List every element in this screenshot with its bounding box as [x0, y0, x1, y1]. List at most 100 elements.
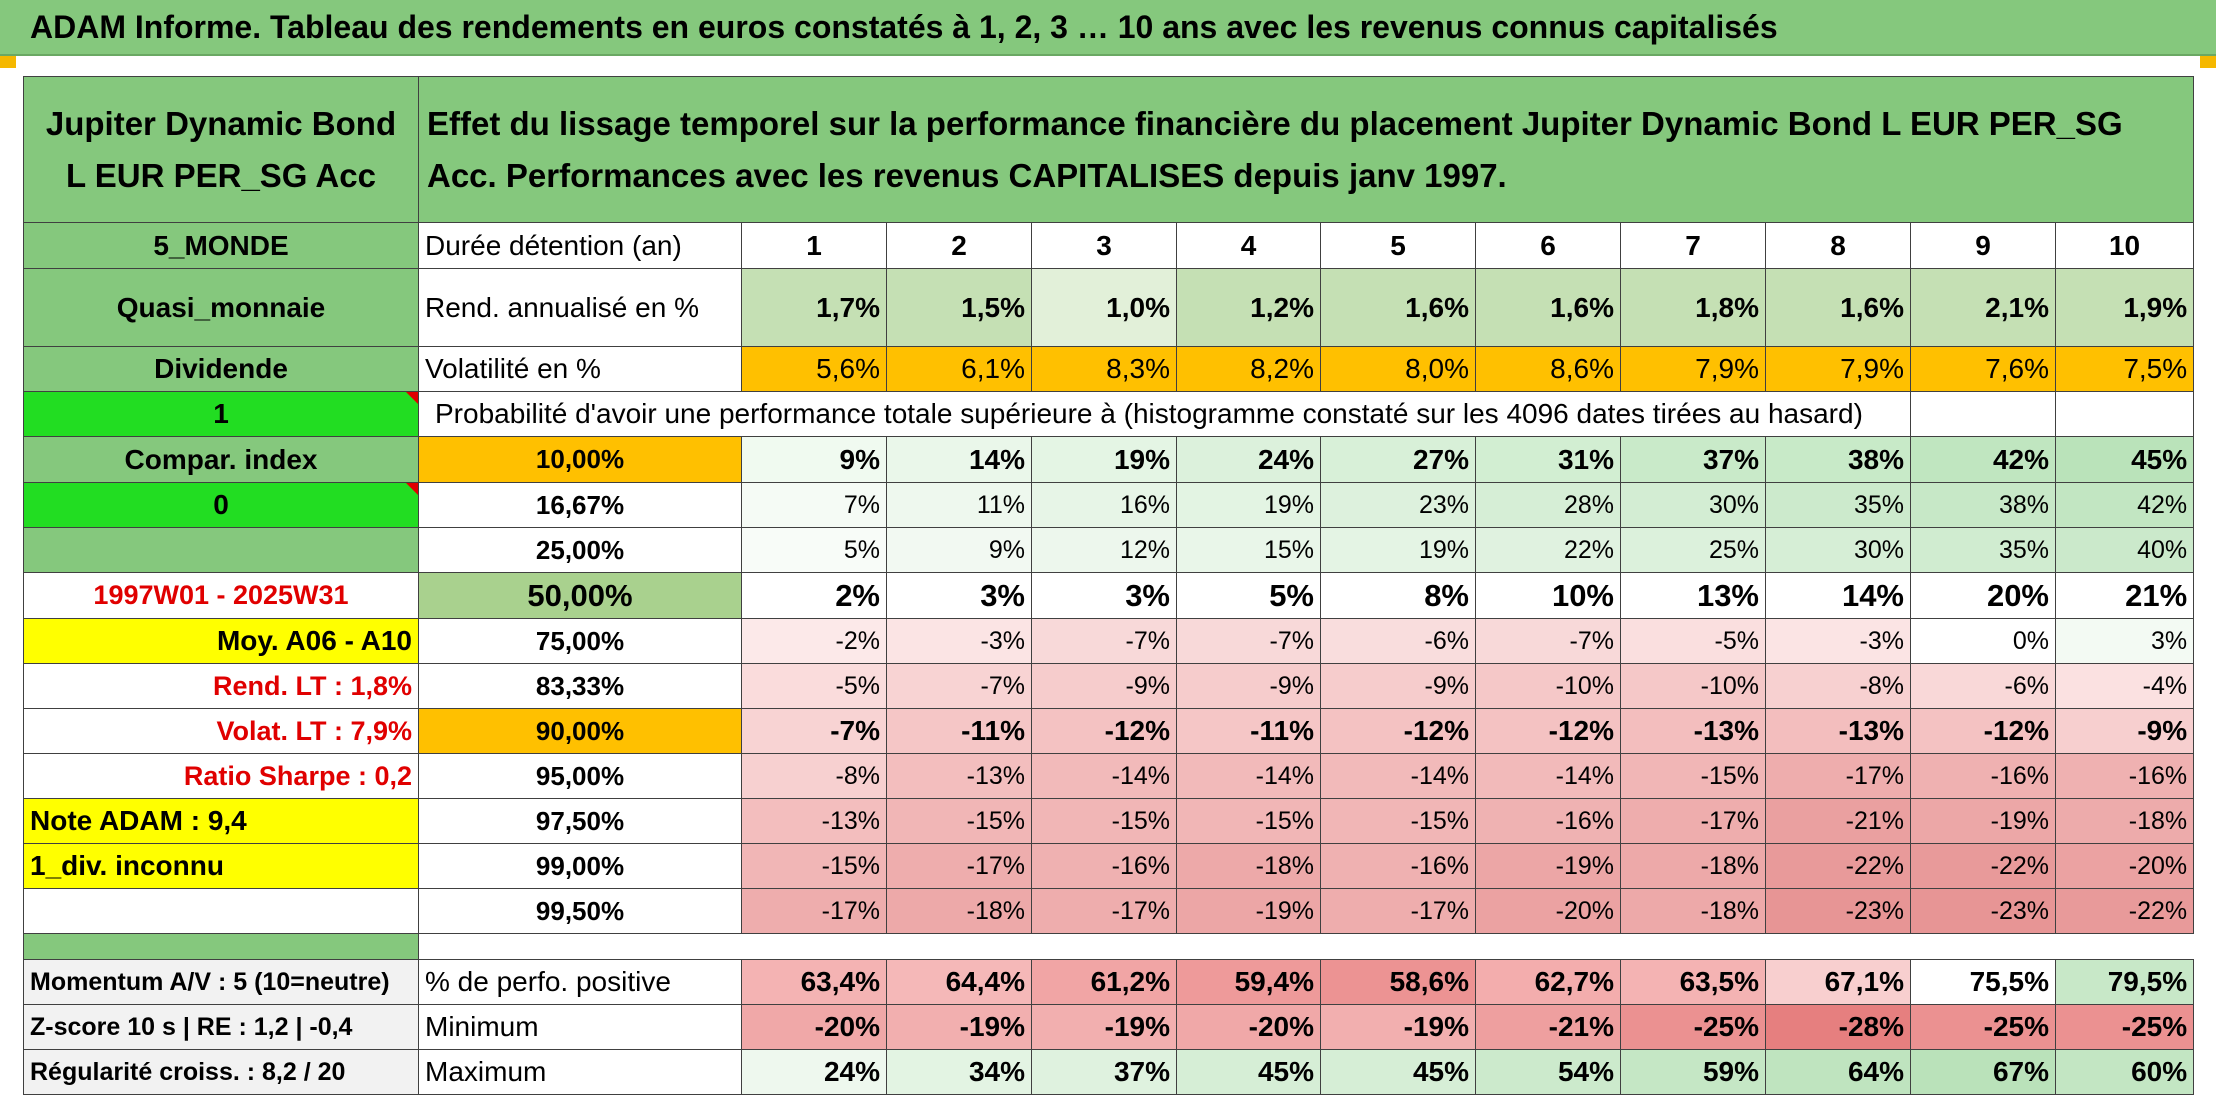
- minimum-cell: -25%: [1620, 1004, 1766, 1050]
- category-label: Quasi_monnaie: [23, 268, 419, 347]
- prob-value-cell: 31%: [1475, 436, 1621, 483]
- prob-value-cell: -17%: [1620, 798, 1766, 844]
- perfo-pos-cell: 58,6%: [1320, 959, 1476, 1005]
- prob-value-cell: -15%: [1176, 798, 1321, 844]
- rend-cell: 1,0%: [1031, 268, 1177, 347]
- vol-cell: 7,9%: [1765, 346, 1911, 392]
- perfo-pos-label: % de perfo. positive: [418, 959, 742, 1005]
- vol-cell: 7,9%: [1620, 346, 1766, 392]
- prob-value-cell: 30%: [1765, 527, 1911, 573]
- threshold-cell: 99,00%: [418, 843, 742, 889]
- prob-value-cell: 35%: [1910, 527, 2056, 573]
- prob-value-cell: -3%: [886, 618, 1032, 664]
- prob-value-cell: -16%: [2054, 753, 2195, 799]
- prob-value-cell: -17%: [1320, 888, 1476, 934]
- minimum-cell: -28%: [1765, 1004, 1911, 1050]
- perfo-pos-cell: 62,7%: [1475, 959, 1621, 1005]
- perfo-pos-cell: 61,2%: [1031, 959, 1177, 1005]
- prob-value-cell: -5%: [741, 663, 887, 709]
- prob-value-cell: -16%: [1475, 798, 1621, 844]
- prob-value-cell: -11%: [886, 708, 1032, 754]
- prob-value-cell: -7%: [741, 708, 887, 754]
- prob-value-cell: -7%: [1031, 618, 1177, 664]
- summary-row: Momentum A/V : 5 (10=neutre)% de perfo. …: [23, 959, 2195, 1005]
- minimum-label: Minimum: [418, 1004, 742, 1050]
- summary-row: Régularité croiss. : 8,2 / 20 Maximum 24% 3…: [23, 1049, 2195, 1095]
- perfo-pos-cell: 63,5%: [1620, 959, 1766, 1005]
- rend-cell: 1,6%: [1320, 268, 1476, 347]
- vol-cell: 8,3%: [1031, 346, 1177, 392]
- prob-value-cell: 19%: [1031, 436, 1177, 483]
- proba-label: Probabilité d'avoir une performance tota…: [418, 391, 1911, 437]
- year-header: 8: [1765, 222, 1911, 269]
- prob-row: Rend. LT : 1,8% 83,33% -5% -7% -9% -9% -9% -10%…: [23, 663, 2195, 709]
- prob-value-cell: 15%: [1176, 527, 1321, 573]
- prob-value-cell: 37%: [1620, 436, 1766, 483]
- threshold-cell: 97,50%: [418, 798, 742, 844]
- prob-value-cell: -9%: [1176, 663, 1321, 709]
- corner-marker: [2200, 56, 2216, 68]
- prob-value-cell: 5%: [741, 527, 887, 573]
- prob-value-cell: -7%: [1176, 618, 1321, 664]
- maximum-cell: 59%: [1620, 1049, 1766, 1095]
- empty-cell: [2054, 391, 2195, 437]
- prob-value-cell: -5%: [1620, 618, 1766, 664]
- prob-value-cell: -18%: [1620, 888, 1766, 934]
- prob-value-cell: 21%: [2054, 572, 2195, 619]
- prob-value-cell: -12%: [1320, 708, 1476, 754]
- threshold-cell: 95,00%: [418, 753, 742, 799]
- prob-value-cell: -14%: [1320, 753, 1476, 799]
- prob-value-cell: -14%: [1176, 753, 1321, 799]
- threshold-cell: 16,67%: [418, 482, 742, 528]
- perfo-pos-cell: 79,5%: [2054, 959, 2195, 1005]
- year-header: 7: [1620, 222, 1766, 269]
- threshold-cell: 10,00%: [418, 436, 742, 483]
- prob-value-cell: 14%: [886, 436, 1032, 483]
- prob-value-cell: -14%: [1031, 753, 1177, 799]
- perfo-pos-cell: 67,1%: [1765, 959, 1911, 1005]
- year-header: 4: [1176, 222, 1321, 269]
- prob-value-cell: -2%: [741, 618, 887, 664]
- year-header: 9: [1910, 222, 2056, 269]
- prob-value-cell: -20%: [2054, 843, 2195, 889]
- perfo-pos-cell: 63,4%: [741, 959, 887, 1005]
- vol-cell: 8,2%: [1176, 346, 1321, 392]
- prob-value-cell: 22%: [1475, 527, 1621, 573]
- minimum-cell: -25%: [2054, 1004, 2195, 1050]
- prob-value-cell: -11%: [1176, 708, 1321, 754]
- prob-value-cell: 7%: [741, 482, 887, 528]
- prob-value-cell: -9%: [1320, 663, 1476, 709]
- prob-value-cell: -18%: [1620, 843, 1766, 889]
- prob-row: Moy. A06 - A10 75,00% -2% -3% -7% -7% -6% -7% -5…: [23, 618, 2195, 664]
- threshold-cell: 25,00%: [418, 527, 742, 573]
- prob-value-cell: 9%: [886, 527, 1032, 573]
- maximum-cell: 24%: [741, 1049, 887, 1095]
- minimum-cell: -20%: [741, 1004, 887, 1050]
- prob-value-cell: 10%: [1475, 572, 1621, 619]
- prob-value-cell: -12%: [1475, 708, 1621, 754]
- minimum-cell: -21%: [1475, 1004, 1621, 1050]
- rend-cell: 1,7%: [741, 268, 887, 347]
- prob-value-cell: 11%: [886, 482, 1032, 528]
- prob-value-cell: -7%: [1475, 618, 1621, 664]
- vol-cell: 8,0%: [1320, 346, 1476, 392]
- prob-row: 0 16,67% 7% 11% 16% 19% 23% 28% 30% 35% 38% 42%: [23, 482, 2195, 528]
- prob-row: 1_div. inconnu 99,00% -15% -17% -16% -18% -16%…: [23, 843, 2195, 889]
- prob-value-cell: 38%: [1910, 482, 2056, 528]
- prob-value-cell: -23%: [1765, 888, 1911, 934]
- maximum-cell: 45%: [1176, 1049, 1321, 1095]
- empty-cell: [23, 888, 419, 934]
- prob-value-cell: -6%: [1320, 618, 1476, 664]
- minimum-cell: -20%: [1176, 1004, 1321, 1050]
- prob-value-cell: -8%: [1765, 663, 1911, 709]
- prob-value-cell: 30%: [1620, 482, 1766, 528]
- momentum-label: Momentum A/V : 5 (10=neutre): [23, 959, 419, 1005]
- title-bar: ADAM Informe. Tableau des rendements en …: [0, 0, 2216, 56]
- prob-value-cell: 13%: [1620, 572, 1766, 619]
- prob-value-cell: -19%: [1910, 798, 2056, 844]
- maximum-cell: 45%: [1320, 1049, 1476, 1095]
- year-header: 3: [1031, 222, 1177, 269]
- prob-value-cell: -15%: [886, 798, 1032, 844]
- year-header: 10: [2054, 222, 2195, 269]
- vol-cell: 5,6%: [741, 346, 887, 392]
